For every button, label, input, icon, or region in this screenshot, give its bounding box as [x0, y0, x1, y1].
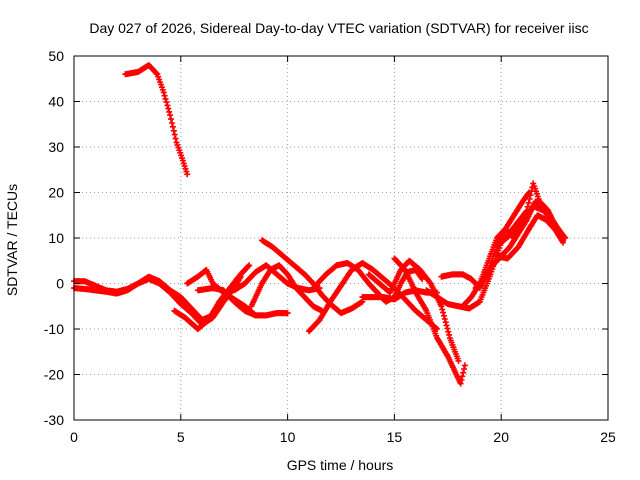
data-point-marker [169, 120, 175, 126]
data-point-marker [169, 123, 176, 130]
data-point-marker [162, 95, 169, 102]
data-point-marker [165, 105, 172, 112]
y-tick-label: 0 [56, 276, 64, 292]
y-axis-label: SDTVAR / TECUs [4, 184, 20, 296]
data-point-marker [527, 192, 534, 199]
data-point-marker [153, 70, 160, 77]
data-point-marker [168, 116, 174, 123]
data-point-marker [445, 328, 452, 335]
data-point-marker [461, 366, 467, 372]
y-tick-label: 30 [48, 139, 64, 155]
data-point-marker [443, 322, 450, 329]
series-arc-20 [502, 180, 567, 241]
data-point-marker [523, 207, 530, 214]
x-axis-label: GPS time / hours [287, 457, 394, 473]
data-point-marker [171, 131, 178, 138]
data-point-marker [526, 196, 533, 202]
data-point-marker [522, 208, 529, 215]
series-arc-14 [391, 255, 468, 387]
y-tick-label: -10 [44, 321, 64, 337]
data-point-marker [457, 380, 464, 387]
data-point-marker [172, 135, 179, 142]
x-tick-label: 15 [387, 429, 403, 445]
series-arc-8 [248, 262, 325, 314]
data-point-marker [461, 362, 468, 369]
data-point-marker [246, 262, 253, 269]
data-point-marker [560, 235, 567, 241]
data-point-marker [164, 102, 171, 109]
series-arc-19 [493, 212, 567, 262]
data-point-marker [440, 309, 447, 316]
y-tick-label: 20 [48, 185, 64, 201]
data-point-marker [170, 127, 177, 134]
data-point-marker [184, 171, 191, 178]
data-point-marker [245, 263, 252, 270]
data-point-marker [455, 357, 462, 364]
x-tick-label: 25 [600, 429, 616, 445]
data-point-marker [163, 99, 170, 106]
data-point-marker [524, 203, 531, 210]
chart-title: Day 027 of 2026, Sidereal Day-to-day VTE… [89, 20, 588, 36]
grid-lines [74, 56, 608, 420]
data-point-marker [166, 108, 173, 115]
data-point-marker [284, 310, 291, 317]
y-tick-label: 10 [48, 230, 64, 246]
data-point-marker [441, 316, 448, 322]
x-tick-label: 20 [493, 429, 509, 445]
data-series-layer [71, 62, 569, 387]
axis-ticks: 0 5 10 15 20 25 -30 -20 -10 0 10 20 30 40 50 [44, 48, 616, 445]
series-arc-9 [259, 237, 366, 317]
series-arc-3 [71, 273, 244, 328]
data-point-marker [439, 306, 446, 313]
data-point-marker [438, 303, 445, 310]
series-arc-2 [122, 62, 191, 178]
data-point-marker [167, 112, 174, 119]
data-point-marker [161, 92, 168, 99]
x-tick-label: 10 [280, 429, 296, 445]
data-point-marker [160, 89, 167, 96]
data-point-marker [525, 199, 532, 206]
series-arc-6 [194, 285, 291, 319]
x-tick-label: 5 [177, 429, 185, 445]
data-point-marker [444, 325, 451, 332]
data-point-marker [459, 373, 466, 380]
y-tick-label: -20 [44, 367, 64, 383]
x-tick-label: 0 [70, 429, 78, 445]
y-tick-label: 50 [48, 48, 64, 64]
y-tick-label: -30 [44, 412, 64, 428]
y-tick-label: 40 [48, 94, 64, 110]
